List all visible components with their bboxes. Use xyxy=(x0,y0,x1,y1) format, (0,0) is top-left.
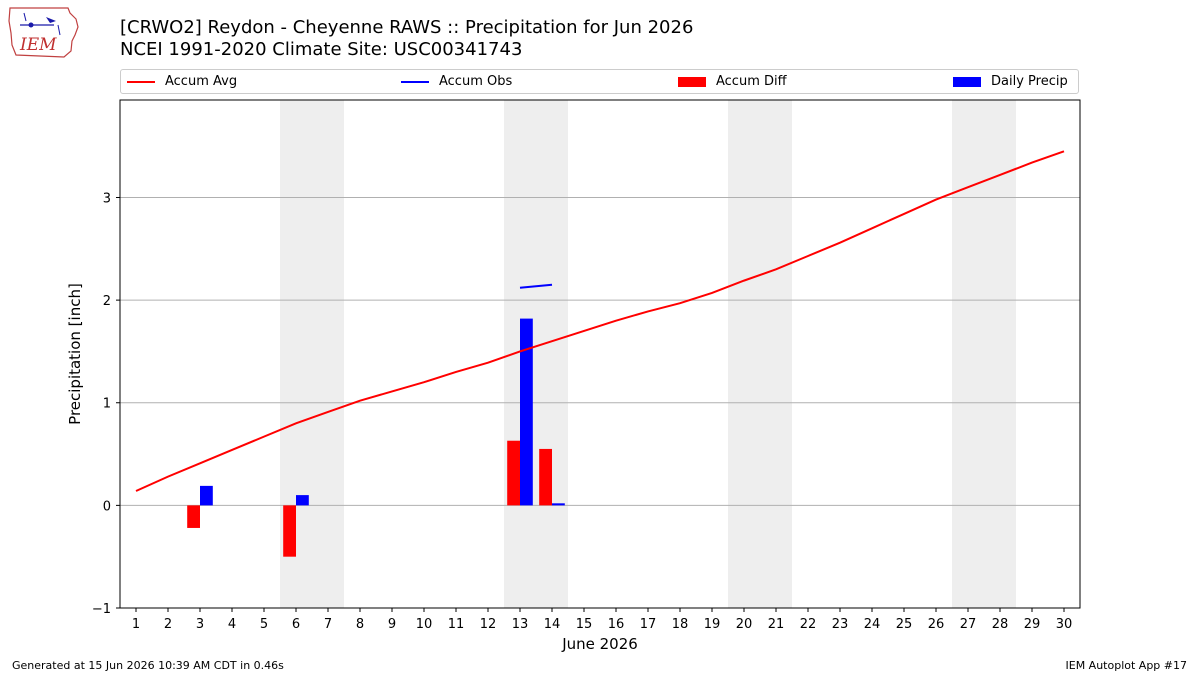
footer-app: IEM Autoplot App #17 xyxy=(1065,659,1188,672)
ytick-label-0: 0 xyxy=(103,499,111,514)
xtick-label-16: 16 xyxy=(608,617,625,632)
legend-item-accum-diff: Accum Diff xyxy=(678,70,787,93)
bar-accum-diff-13 xyxy=(507,440,520,506)
xtick-label-25: 25 xyxy=(896,617,913,632)
xtick-label-21: 21 xyxy=(768,617,785,632)
y-axis-label: Precipitation [inch] xyxy=(66,283,84,425)
xtick-label-10: 10 xyxy=(416,617,433,632)
legend-label-daily-precip: Daily Precip xyxy=(991,74,1068,89)
xtick-label-11: 11 xyxy=(448,617,465,632)
legend-swatch-accum-obs xyxy=(401,80,429,83)
xtick-label-2: 2 xyxy=(164,617,172,632)
bar-daily-precip-6 xyxy=(296,495,309,506)
xtick-label-23: 23 xyxy=(832,617,849,632)
legend-label-accum-obs: Accum Obs xyxy=(439,74,513,89)
xtick-label-30: 30 xyxy=(1056,617,1073,632)
plot-frame xyxy=(119,99,1081,609)
xtick-label-19: 19 xyxy=(704,617,721,632)
ytick-label-3: 3 xyxy=(103,191,111,206)
xtick-label-9: 9 xyxy=(388,617,396,632)
x-axis-label: June 2026 xyxy=(561,635,638,653)
xtick-label-18: 18 xyxy=(672,617,689,632)
bar-accum-diff-6 xyxy=(283,505,296,557)
weekend-shade-4 xyxy=(952,100,1016,608)
legend: Accum Avg Accum Obs Accum Diff Daily Pre… xyxy=(120,69,1079,94)
bar-daily-precip-3 xyxy=(200,485,213,506)
chart-title: [CRWO2] Reydon - Cheyenne RAWS :: Precip… xyxy=(120,17,694,38)
xtick-label-5: 5 xyxy=(260,617,268,632)
xtick-label-17: 17 xyxy=(640,617,657,632)
bar-accum-diff-14 xyxy=(539,448,552,506)
xtick-label-6: 6 xyxy=(292,617,300,632)
xtick-label-3: 3 xyxy=(196,617,204,632)
bar-daily-precip-14 xyxy=(552,503,565,506)
ytick-label-1: 1 xyxy=(103,397,111,412)
xtick-label-24: 24 xyxy=(864,617,881,632)
legend-item-daily-precip: Daily Precip xyxy=(953,70,1068,93)
xtick-label-1: 1 xyxy=(132,617,140,632)
bar-accum-diff-3 xyxy=(187,505,200,528)
legend-item-accum-obs: Accum Obs xyxy=(401,70,512,93)
xtick-label-29: 29 xyxy=(1024,617,1041,632)
xtick-label-26: 26 xyxy=(928,617,945,632)
legend-label-accum-avg: Accum Avg xyxy=(165,74,238,89)
chart-subtitle: NCEI 1991-2020 Climate Site: USC00341743 xyxy=(120,39,523,60)
xtick-label-4: 4 xyxy=(228,617,236,632)
xtick-label-27: 27 xyxy=(960,617,977,632)
xtick-label-12: 12 xyxy=(480,617,497,632)
legend-swatch-accum-avg xyxy=(127,80,155,83)
ytick-label-2: 2 xyxy=(103,294,111,309)
xtick-label-15: 15 xyxy=(576,617,593,632)
iem-iowa-logo-icon xyxy=(8,7,79,58)
bar-daily-precip-13 xyxy=(520,318,533,506)
xtick-label-8: 8 xyxy=(356,617,364,632)
iem-logo: IEM xyxy=(8,7,79,58)
footer-generated: Generated at 15 Jun 2026 10:39 AM CDT in… xyxy=(12,659,284,672)
xtick-label-28: 28 xyxy=(992,617,1009,632)
xtick-label-22: 22 xyxy=(800,617,817,632)
line-accum-obs xyxy=(519,283,553,289)
weekend-shade-3 xyxy=(728,100,792,608)
ytick-label--1: −1 xyxy=(92,602,111,617)
xtick-label-7: 7 xyxy=(324,617,332,632)
legend-swatch-daily-precip xyxy=(953,76,981,87)
legend-swatch-accum-diff xyxy=(678,76,706,87)
logo-text: IEM xyxy=(19,35,57,55)
xtick-label-20: 20 xyxy=(736,617,753,632)
xtick-label-13: 13 xyxy=(512,617,529,632)
xtick-label-14: 14 xyxy=(544,617,561,632)
legend-label-accum-diff: Accum Diff xyxy=(716,74,787,89)
line-accum-avg xyxy=(135,150,1065,492)
legend-item-accum-avg: Accum Avg xyxy=(127,70,237,93)
